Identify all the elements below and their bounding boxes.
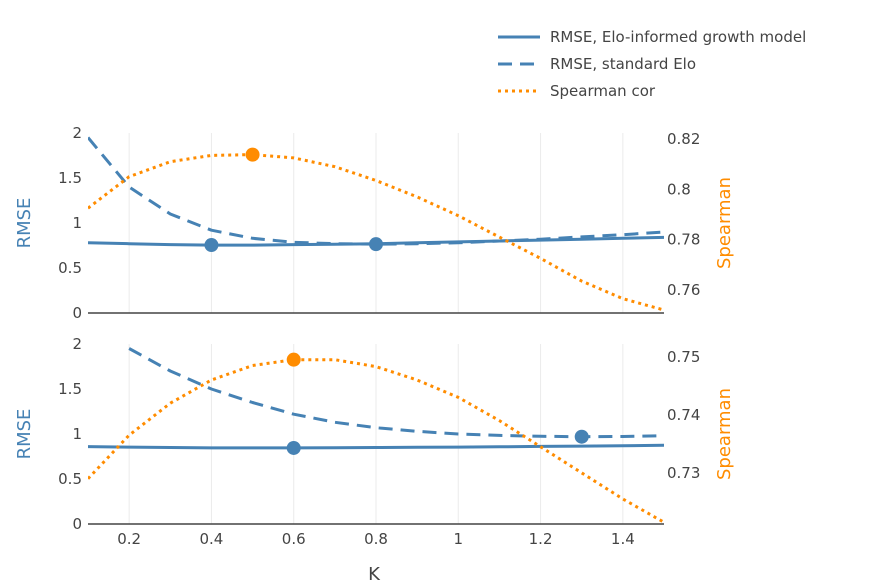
x-tick-label: 0.4 — [199, 530, 223, 548]
x-tick-label: 0.6 — [282, 530, 306, 548]
y2-tick-label: 0.74 — [667, 406, 700, 424]
series-marker-0[interactable] — [204, 238, 219, 253]
x-tick-label: 1.2 — [529, 530, 553, 548]
y-tick-label: 1 — [72, 214, 82, 232]
y-tick-label: 1.5 — [58, 169, 82, 187]
y2-axis-title: Spearman — [714, 177, 735, 269]
series-marker-2[interactable] — [286, 352, 301, 367]
y-tick-label: 0.5 — [58, 259, 82, 277]
y2-tick-label: 0.76 — [667, 281, 700, 299]
y2-tick-label: 0.75 — [667, 348, 700, 366]
y-tick-label: 0 — [72, 304, 82, 322]
series-marker-2[interactable] — [245, 147, 260, 162]
y-axis-title: RMSE — [14, 198, 35, 249]
bottom-subplot: 0 0.5 1 1.5 2 0.73 0.74 0.75 RMSE Spearman 0.2 0.4 0… — [14, 335, 735, 548]
y-tick-label: 2 — [72, 124, 82, 142]
series-line-2[interactable] — [88, 153, 664, 312]
series-line-0[interactable] — [88, 443, 664, 450]
x-axis-title: K — [368, 564, 381, 584]
y2-tick-label: 0.82 — [667, 130, 700, 148]
series-line-2[interactable] — [88, 358, 664, 524]
y-axis-title: RMSE — [14, 409, 35, 460]
series-marker-0[interactable] — [286, 440, 301, 455]
legend-label-2[interactable]: Spearman cor — [550, 82, 656, 100]
legend-label-1[interactable]: RMSE, standard Elo — [550, 55, 696, 73]
y2-axis-title: Spearman — [714, 388, 735, 480]
top-subplot: 0 0.5 1 1.5 2 0.76 0.78 0.8 0.82 RMSE Spearman — [14, 124, 735, 322]
y-tick-label: 0.5 — [58, 470, 82, 488]
series-line-1[interactable] — [128, 347, 664, 439]
y2-tick-label: 0.78 — [667, 231, 700, 249]
x-tick-label: 1.4 — [611, 530, 635, 548]
y-tick-label: 0 — [72, 515, 82, 533]
x-tick-label: 1 — [454, 530, 464, 548]
y2-tick-label: 0.73 — [667, 464, 700, 482]
series-marker-1[interactable] — [574, 429, 589, 444]
x-tick-label: 0.8 — [364, 530, 388, 548]
y2-tick-label: 0.8 — [667, 180, 691, 198]
legend-label-0[interactable]: RMSE, Elo-informed growth model — [550, 28, 806, 46]
y-tick-label: 1.5 — [58, 380, 82, 398]
y-tick-label: 1 — [72, 425, 82, 443]
y-tick-label: 2 — [72, 335, 82, 353]
series-marker-1[interactable] — [369, 237, 383, 252]
x-tick-label: 0.2 — [117, 530, 141, 548]
series-line-1[interactable] — [88, 136, 664, 246]
legend[interactable]: RMSE, Elo-informed growth model RMSE, sta… — [498, 28, 806, 100]
